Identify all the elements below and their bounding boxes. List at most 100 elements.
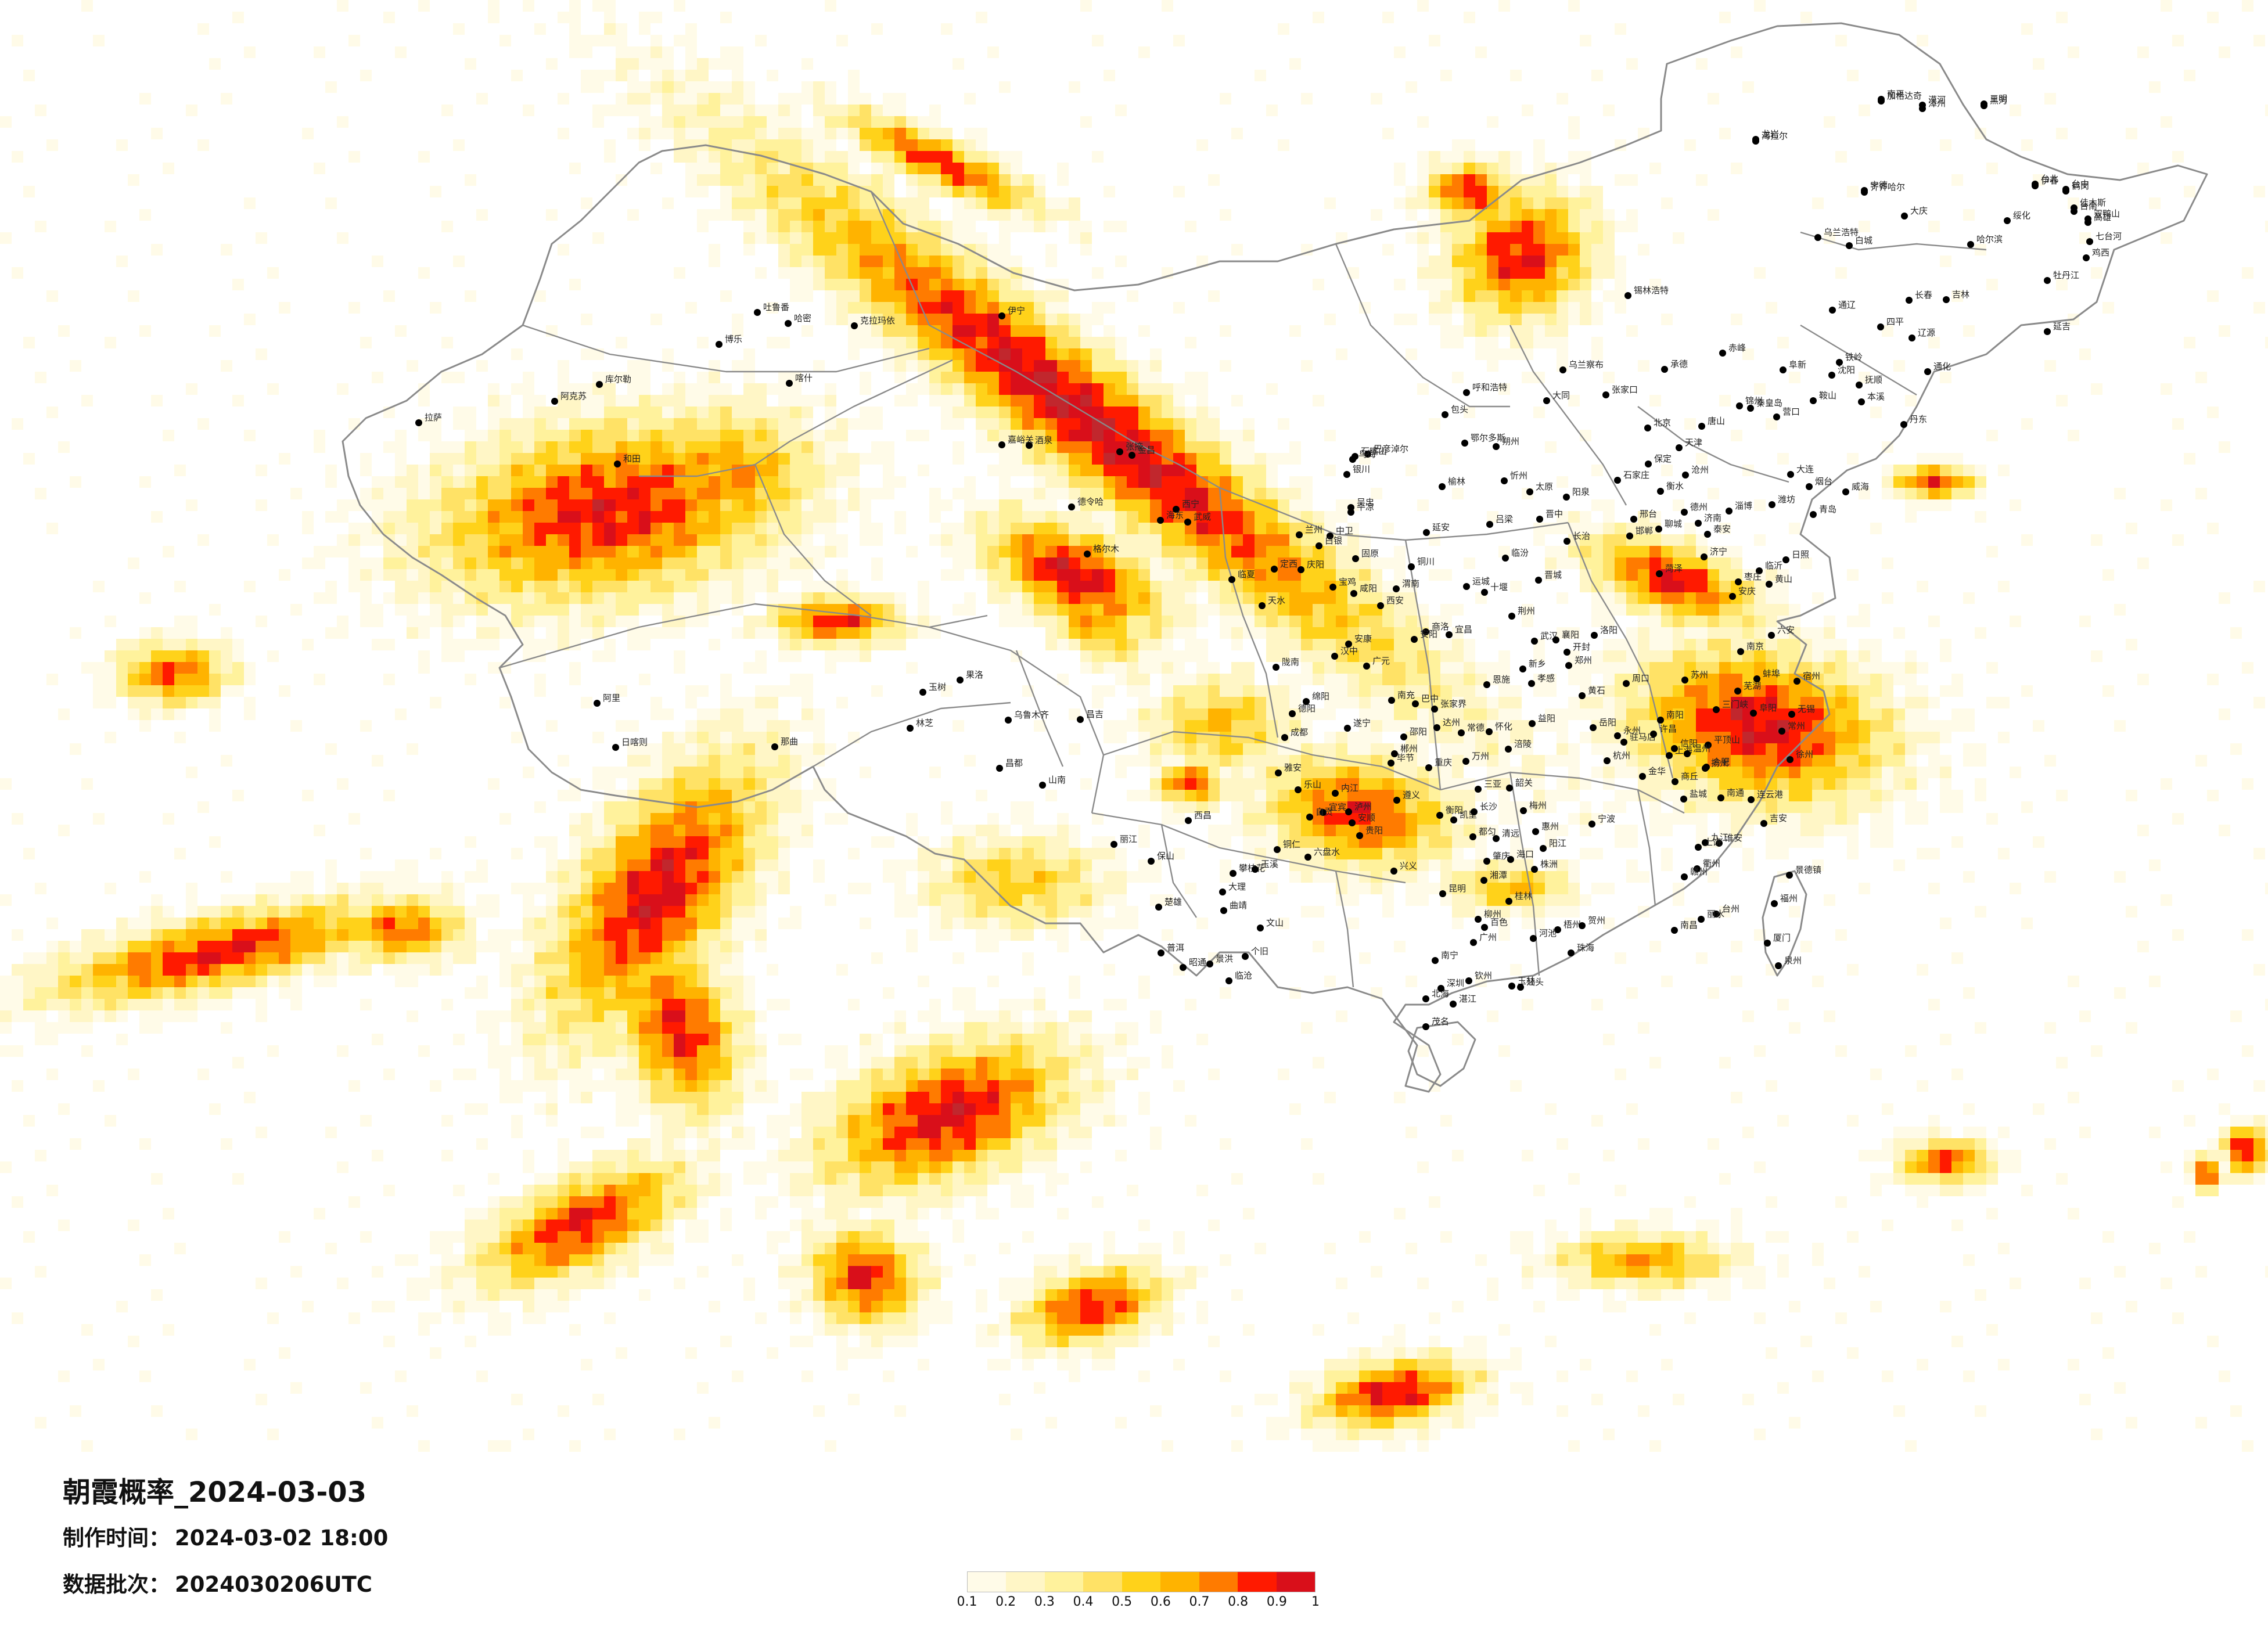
probability-cell xyxy=(801,801,813,813)
probability-cell xyxy=(1266,627,1278,639)
probability-cell xyxy=(1708,488,1719,499)
probability-cell xyxy=(395,325,407,337)
probability-cell xyxy=(871,639,883,650)
probability-cell xyxy=(1347,778,1359,790)
probability-cell xyxy=(848,267,860,279)
probability-cell xyxy=(825,151,836,163)
probability-cell xyxy=(523,418,534,430)
probability-cell xyxy=(767,197,778,209)
probability-cell xyxy=(1347,674,1359,685)
probability-cell xyxy=(650,418,662,430)
probability-cell xyxy=(1394,825,1406,836)
probability-cell xyxy=(1220,755,1231,767)
probability-cell xyxy=(813,441,825,453)
probability-cell xyxy=(453,441,465,453)
probability-cell xyxy=(1022,592,1034,604)
probability-cell xyxy=(987,302,999,314)
probability-cell xyxy=(825,163,836,174)
probability-cell xyxy=(697,406,709,418)
probability-cell xyxy=(1498,348,1510,360)
probability-cell xyxy=(1963,743,1975,755)
probability-cell xyxy=(1208,743,1220,755)
probability-cell xyxy=(743,732,755,743)
probability-cell xyxy=(1452,186,1464,197)
probability-cell xyxy=(279,569,290,581)
probability-cell xyxy=(639,12,650,23)
probability-cell xyxy=(1487,348,1498,360)
probability-cell xyxy=(953,372,964,383)
probability-cell xyxy=(1220,569,1231,581)
probability-cell xyxy=(1104,360,1115,372)
probability-cell xyxy=(1498,546,1510,557)
probability-cell xyxy=(1847,186,1859,197)
probability-cell xyxy=(1022,569,1034,581)
probability-cell xyxy=(1255,523,1266,534)
probability-cell xyxy=(1905,488,1917,499)
probability-cell xyxy=(499,569,511,581)
probability-cell xyxy=(2195,488,2207,499)
probability-cell xyxy=(709,441,720,453)
probability-cell xyxy=(1452,639,1464,650)
probability-cell xyxy=(778,627,790,639)
probability-cell xyxy=(221,650,232,662)
probability-cell xyxy=(755,581,767,592)
probability-cell xyxy=(1557,232,1568,244)
probability-cell xyxy=(1533,790,1545,801)
probability-cell xyxy=(1104,383,1115,395)
probability-cell xyxy=(1591,546,1603,557)
probability-cell xyxy=(581,348,592,360)
probability-cell xyxy=(755,499,767,511)
probability-cell xyxy=(685,453,697,465)
probability-cell xyxy=(488,534,499,546)
probability-cell xyxy=(1975,476,1986,488)
probability-cell xyxy=(1603,232,1615,244)
probability-cell xyxy=(1475,337,1487,348)
probability-cell xyxy=(1138,395,1150,406)
probability-cell xyxy=(755,383,767,395)
probability-cell xyxy=(1475,732,1487,743)
probability-cell xyxy=(2079,616,2091,627)
probability-cell xyxy=(499,441,511,453)
probability-cell xyxy=(604,476,616,488)
probability-cell xyxy=(1185,790,1196,801)
probability-cell xyxy=(1313,581,1324,592)
probability-cell xyxy=(1127,662,1138,674)
probability-cell xyxy=(1371,848,1382,859)
probability-cell xyxy=(2184,70,2195,81)
probability-cell xyxy=(488,662,499,674)
probability-cell xyxy=(1754,708,1766,720)
probability-cell xyxy=(1045,197,1057,209)
probability-cell xyxy=(1371,732,1382,743)
probability-cell xyxy=(430,616,441,627)
probability-cell xyxy=(0,778,12,790)
probability-cell xyxy=(1359,732,1371,743)
probability-cell xyxy=(1138,685,1150,697)
probability-cell xyxy=(1940,790,1951,801)
probability-cell xyxy=(767,453,778,465)
probability-cell xyxy=(1638,743,1649,755)
probability-cell xyxy=(1731,697,1742,708)
probability-cell xyxy=(999,465,1011,476)
probability-cell xyxy=(1649,767,1661,778)
probability-cell xyxy=(709,418,720,430)
probability-cell xyxy=(929,279,941,290)
probability-cell xyxy=(1011,441,1022,453)
probability-cell xyxy=(476,499,488,511)
probability-cell xyxy=(2056,128,2068,139)
probability-cell xyxy=(755,813,767,825)
probability-cell xyxy=(976,406,987,418)
probability-cell xyxy=(139,325,151,337)
probability-cell xyxy=(1429,174,1440,186)
probability-cell xyxy=(650,534,662,546)
probability-cell xyxy=(1510,337,1522,348)
probability-cell xyxy=(1859,708,1870,720)
probability-cell xyxy=(1069,465,1080,476)
probability-cell xyxy=(1626,743,1638,755)
probability-cell xyxy=(1196,801,1208,813)
probability-cell xyxy=(1708,732,1719,743)
probability-cell xyxy=(825,256,836,267)
probability-cell xyxy=(302,511,314,523)
probability-cell xyxy=(941,221,953,232)
probability-cell xyxy=(1278,499,1289,511)
probability-cell xyxy=(1382,581,1394,592)
